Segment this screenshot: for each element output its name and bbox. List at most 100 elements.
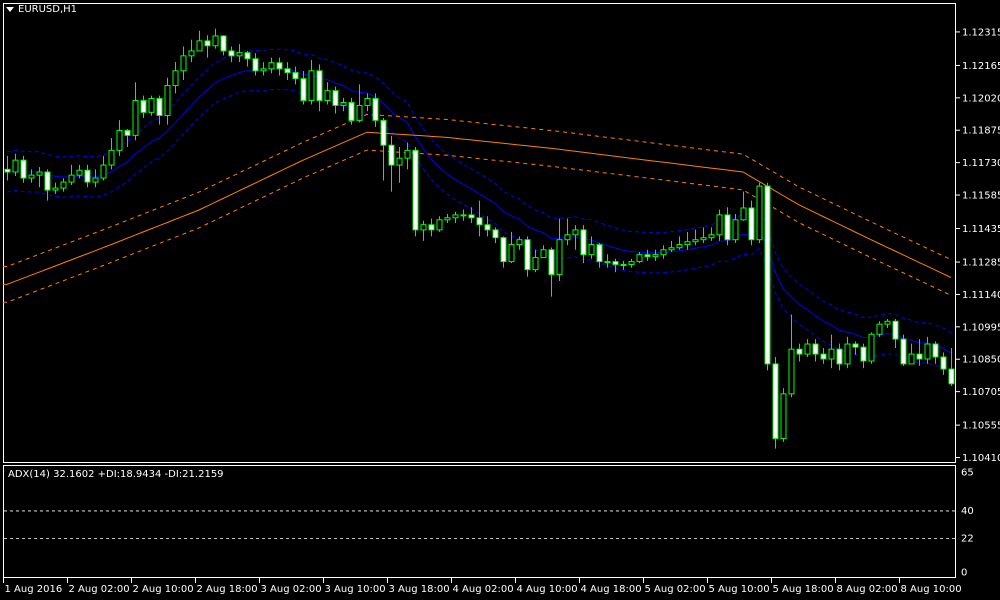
- candle: [76, 164, 83, 179]
- orange-ma-line: [3, 131, 952, 285]
- time-tick-label: 5 Aug 10:00: [709, 584, 770, 595]
- bull-candle-body: [868, 333, 875, 362]
- candle: [412, 146, 419, 237]
- bear-candle-body: [276, 62, 283, 70]
- candle: [236, 44, 243, 63]
- candle: [732, 214, 739, 244]
- candle: [396, 146, 403, 183]
- candle: [708, 227, 715, 241]
- bull-candle-body: [460, 214, 467, 217]
- bull-candle-body: [532, 257, 539, 271]
- bear-candle-body: [204, 40, 211, 47]
- dropdown-triangle-icon[interactable]: [6, 7, 14, 12]
- bear-candle-body: [484, 224, 491, 231]
- candle: [228, 46, 235, 63]
- bull-candle-body: [876, 323, 883, 335]
- bull-candle-body: [116, 129, 123, 151]
- bear-candle-body: [412, 149, 419, 231]
- candle: [244, 50, 251, 67]
- candle: [148, 95, 155, 116]
- candle: [844, 336, 851, 369]
- bear-candle-body: [468, 214, 475, 219]
- candle: [676, 236, 683, 250]
- candle: [596, 243, 603, 268]
- candle: [612, 258, 619, 273]
- candle: [764, 182, 771, 371]
- candle: [364, 93, 371, 112]
- candle: [340, 97, 347, 112]
- blue-upper-band: [6, 48, 952, 334]
- bull-candle-body: [340, 102, 347, 106]
- candle: [476, 200, 483, 237]
- bull-candle-body: [804, 343, 811, 355]
- price-tick-label: 1.11140: [962, 290, 1000, 301]
- bull-candle-body: [620, 264, 627, 267]
- candle: [68, 164, 75, 185]
- bull-candle-body: [700, 237, 707, 241]
- time-tick-label: 2 Aug 18:00: [197, 584, 258, 595]
- time-tick-label: 4 Aug 18:00: [581, 584, 642, 595]
- candle: [100, 155, 107, 181]
- candle: [564, 218, 571, 246]
- bear-candle-body: [316, 70, 323, 102]
- bull-candle-body: [100, 164, 107, 179]
- bull-candle-body: [636, 254, 643, 263]
- bear-candle-body: [596, 244, 603, 263]
- candle: [196, 30, 203, 52]
- bull-candle-body: [716, 214, 723, 236]
- candle: [252, 53, 259, 76]
- bull-candle-body: [884, 320, 891, 325]
- chart-title[interactable]: EURUSD,H1: [6, 4, 77, 15]
- bull-candle-body: [308, 70, 315, 102]
- candle: [748, 200, 755, 246]
- candle: [116, 120, 123, 156]
- candle: [260, 62, 267, 76]
- candle: [652, 249, 659, 261]
- bull-candle-body: [60, 181, 67, 189]
- bull-candle-body: [148, 98, 155, 113]
- bull-candle-body: [676, 244, 683, 249]
- bull-candle-body: [76, 169, 83, 176]
- candle: [4, 155, 11, 181]
- candle: [20, 155, 27, 183]
- candle: [188, 39, 195, 63]
- candle: [372, 93, 379, 127]
- candle: [428, 218, 435, 237]
- bull-candle-body: [236, 52, 243, 57]
- candle: [284, 62, 291, 80]
- price-tick-label: 1.10850: [962, 355, 1000, 366]
- indicator-panel-frame: [3, 465, 956, 578]
- candle: [132, 82, 139, 141]
- bull-candle-body: [196, 40, 203, 52]
- bull-candle-body: [684, 241, 691, 246]
- price-axis: 1.12315 1.12165 1.12020 1.11875 1.11730 1.115…: [956, 27, 1000, 464]
- candle: [204, 35, 211, 58]
- price-tick-label: 1.10705: [962, 387, 1000, 398]
- candle: [300, 71, 307, 105]
- candle: [452, 211, 459, 223]
- bull-candle-body: [108, 149, 115, 166]
- bear-candle-body: [796, 348, 803, 355]
- candle: [404, 142, 411, 170]
- time-axis: 1 Aug 2016 2 Aug 02:00 2 Aug 10:00 2 Aug 18…: [3, 578, 962, 595]
- price-tick-label: 1.10555: [962, 421, 1000, 432]
- candle: [292, 66, 299, 85]
- bear-candle-body: [772, 363, 779, 440]
- candle: [492, 227, 499, 244]
- bull-candle-body: [260, 68, 267, 72]
- candle: [324, 82, 331, 105]
- candle: [716, 209, 723, 241]
- bear-candle-body: [292, 72, 299, 80]
- candle: [316, 64, 323, 112]
- time-tick-label: 3 Aug 10:00: [325, 584, 386, 595]
- bear-candle-body: [228, 50, 235, 57]
- bear-candle-body: [476, 217, 483, 226]
- bear-candle-body: [84, 169, 91, 183]
- candle: [836, 343, 843, 371]
- bear-candle-body: [492, 229, 499, 239]
- bear-candle-body: [348, 102, 355, 121]
- candle: [44, 169, 51, 201]
- bear-candle-body: [428, 224, 435, 231]
- candle: [724, 207, 731, 246]
- candle: [668, 240, 675, 252]
